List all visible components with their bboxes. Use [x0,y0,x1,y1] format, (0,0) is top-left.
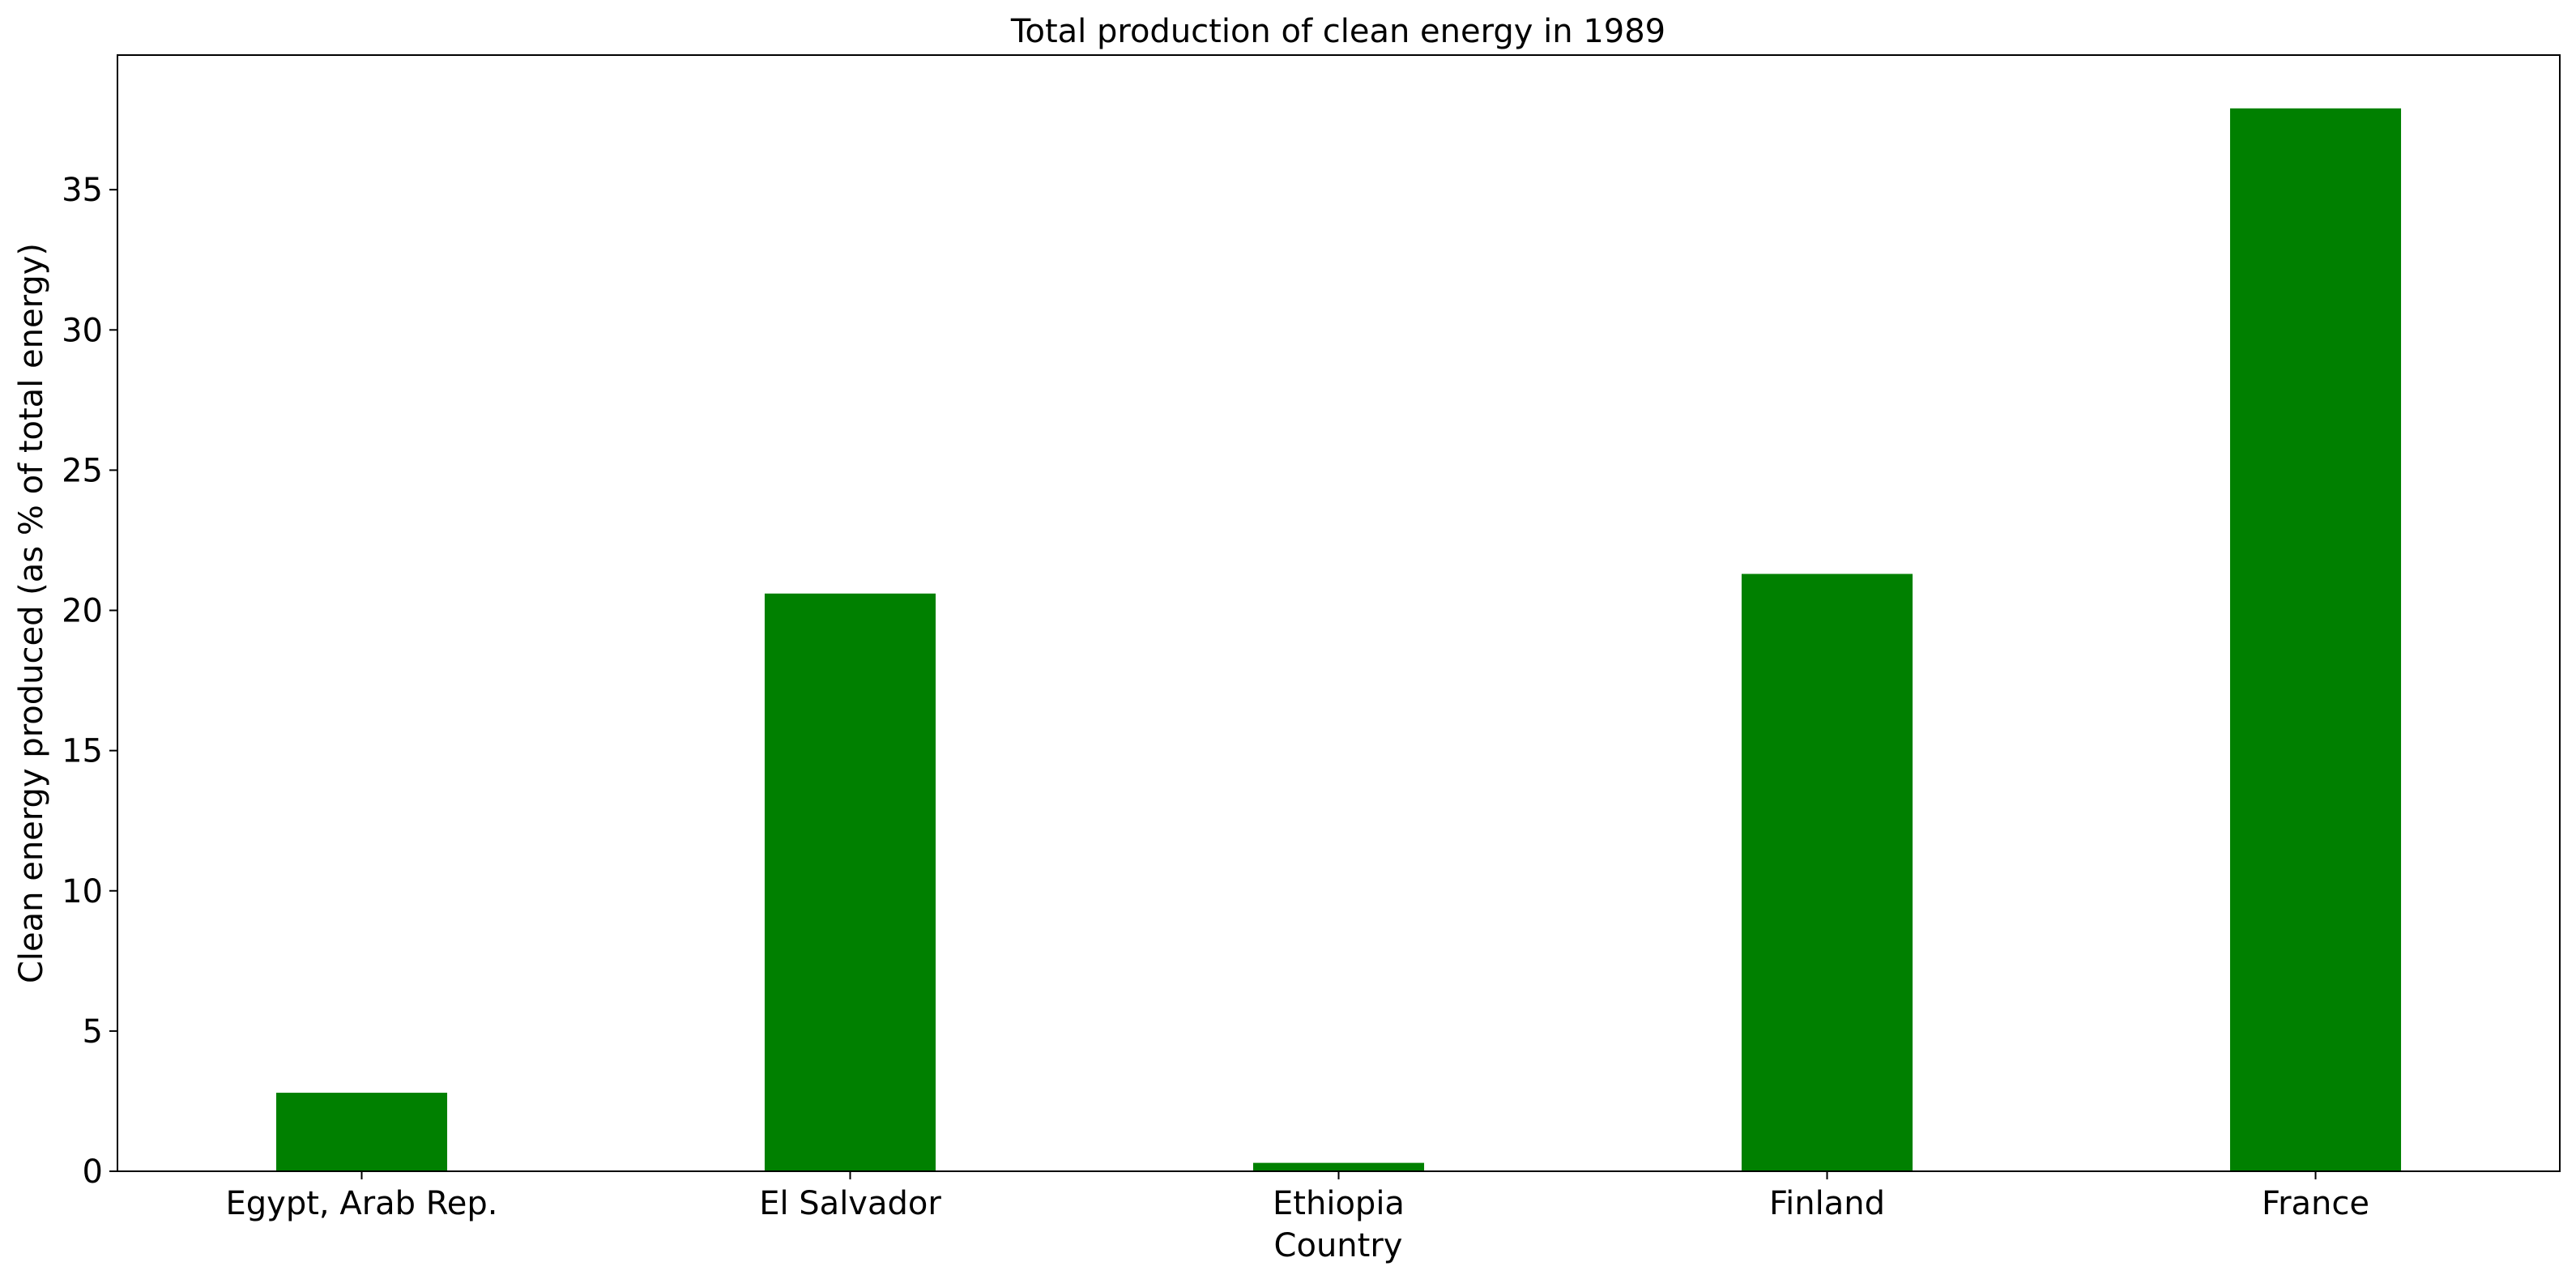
y-tick-label: 0 [83,1153,103,1191]
bar [1252,1162,1425,1171]
y-tick-label: 15 [62,733,103,770]
x-axis-ticks: Egypt, Arab Rep. El Salvador Ethiopia Finla… [226,1171,2369,1222]
x-tick-label: Ethiopia [1273,1185,1405,1222]
x-tick-label: Egypt, Arab Rep. [226,1185,498,1222]
bar [1741,573,1913,1171]
bar [2229,108,2402,1171]
y-tick-label: 35 [62,172,103,209]
y-tick-label: 10 [62,873,103,910]
bar [764,593,936,1171]
x-axis-label: Country [1274,1227,1403,1264]
y-axis-ticks: 0 5 10 15 20 25 30 35 [62,172,117,1191]
bar [275,1093,448,1171]
x-tick-label: France [2262,1185,2369,1222]
y-tick-label: 25 [62,452,103,489]
x-tick-label: El Salvador [759,1185,941,1222]
y-tick-label: 30 [62,312,103,349]
y-axis-label: Clean energy produced (as % of total ene… [13,243,50,983]
y-tick-label: 20 [62,593,103,630]
bars-layer [275,108,2402,1171]
chart-title: Total production of clean energy in 1989 [1010,13,1665,50]
x-tick-label: Finland [1769,1185,1885,1222]
plot-frame [117,54,2561,1172]
y-tick-label: 5 [83,1013,103,1051]
